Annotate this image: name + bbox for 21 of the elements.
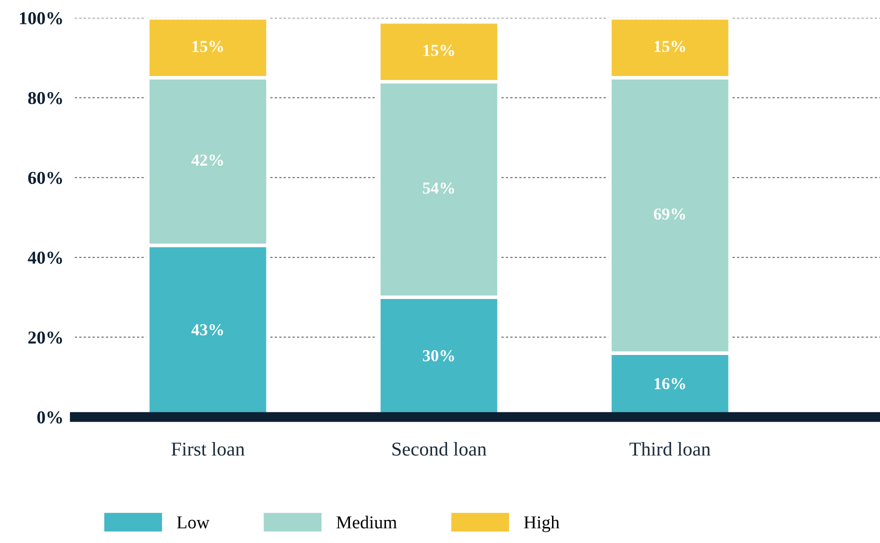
y-tick-label: 60% — [28, 172, 62, 184]
data-label: 54% — [422, 182, 454, 194]
legend-label: Low — [176, 516, 210, 528]
data-label: 15% — [424, 44, 454, 56]
data-label: 15% — [192, 40, 223, 52]
y-tick-label: 40% — [28, 252, 62, 264]
data-label: 16% — [654, 378, 686, 390]
y-tick-label: 20% — [28, 331, 62, 344]
x-tick-label: First loan — [171, 442, 245, 456]
y-tick-label: 80% — [28, 92, 62, 104]
data-label: 30% — [422, 350, 454, 362]
legend-label: Medium — [336, 516, 397, 528]
x-tick-label: Third loan — [630, 442, 710, 456]
data-label: 69% — [654, 208, 686, 220]
x-tick-label: Second loan — [392, 442, 486, 456]
data-label: 15% — [654, 40, 686, 52]
data-label: 42% — [191, 154, 223, 166]
data-label: 43% — [191, 324, 223, 336]
y-tick-label: 0% — [37, 411, 62, 424]
y-tick-label: 100% — [20, 12, 62, 24]
legend-label: High — [524, 516, 560, 532]
